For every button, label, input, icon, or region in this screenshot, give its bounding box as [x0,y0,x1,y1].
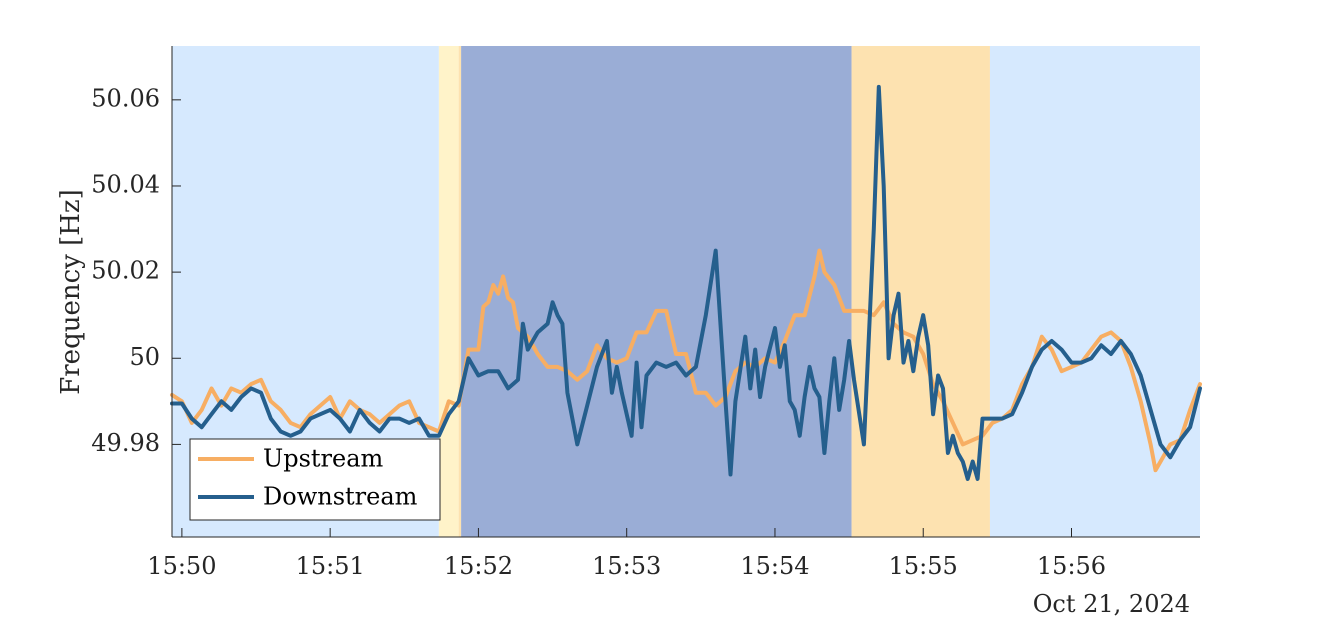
x-tick-label: 15:51 [296,552,365,580]
region-band-4 [461,46,852,537]
series-lines [170,84,1202,481]
legend: Upstream Downstream [189,438,441,521]
region-band-2 [438,46,459,537]
region-band-6 [989,46,1200,537]
legend-label-downstream: Downstream [263,483,418,511]
x-tick-label: 15:55 [889,552,958,580]
y-axis-label: Frequency [Hz] [56,189,86,395]
y-tick-label: 50.04 [91,170,160,198]
y-tick-label: 50.02 [91,257,160,285]
x-tick-label: 15:56 [1037,552,1106,580]
x-tick-label: 15:54 [740,552,809,580]
y-tick-label: 50 [129,343,160,371]
x-tick-label: 15:53 [592,552,661,580]
date-label: Oct 21, 2024 [1033,590,1190,618]
x-tick-label: 15:52 [444,552,513,580]
x-tick-label: 15:50 [147,552,216,580]
y-tick-label: 50.06 [91,84,160,112]
axes: 49.98 50 50.02 50.04 50.06 15:50 15:51 15:52 15:… [91,46,1200,580]
series-line-downstream [170,84,1202,481]
region-bands [172,46,1200,537]
legend-box [189,438,441,521]
y-tick-label: 49.98 [91,429,160,457]
region-band-5 [851,46,990,537]
legend-label-upstream: Upstream [263,445,384,473]
region-band-3 [458,46,462,537]
